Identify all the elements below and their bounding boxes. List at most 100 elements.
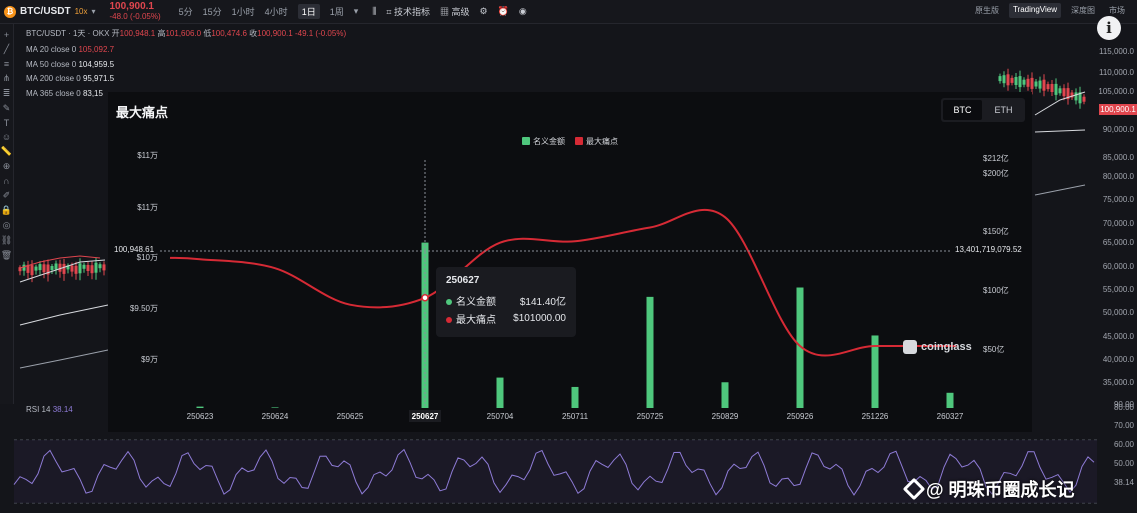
x-tick-label: 260327 [937, 412, 964, 421]
bg-candle [78, 263, 82, 274]
high-value: 101,606.0 [165, 29, 202, 38]
tab-timeframe-1d[interactable]: 1日 [297, 4, 320, 19]
symbol-selector[interactable]: ₿ BTC/USDT 10x ▾ [0, 5, 96, 18]
ma-label: MA 200 close 0 [26, 74, 81, 83]
bg-candle [66, 265, 70, 270]
bg-candle [102, 264, 106, 271]
x-tick-label: 250711 [562, 412, 589, 421]
magnet-icon[interactable]: ∩ [3, 176, 10, 186]
bitcoin-icon: ₿ [4, 5, 16, 18]
price-axis-label: 85,000.0 [1102, 153, 1134, 162]
ruler-icon[interactable]: 📏 [0, 146, 13, 156]
tab-timeframe-5m[interactable]: 5分 [178, 7, 193, 17]
current-price-tag: 100,900.1 [1099, 104, 1137, 115]
tooltip-dot [446, 317, 452, 323]
ma-label: MA 20 close 0 [26, 45, 77, 54]
legend-item-max-pain[interactable]: 最大痛点 [575, 136, 618, 147]
chevron-down-icon[interactable]: ▾ [91, 7, 96, 16]
eye-icon[interactable]: ◎ [2, 220, 11, 230]
crosshair-icon[interactable]: + [3, 30, 10, 40]
bg-candle [1050, 84, 1054, 92]
bar-250829[interactable] [721, 382, 729, 408]
tooltip-row: 最大痛点 $101000.00 [446, 311, 566, 326]
price-change: -48.0 (-0.05%) [109, 11, 161, 21]
rsi-name: RSI 14 [26, 405, 51, 414]
trendline-icon[interactable]: ╱ [3, 44, 10, 54]
brush-icon[interactable]: ✎ [2, 103, 11, 113]
tooltip-series-name: 名义金额 [456, 297, 496, 308]
ma365-line-right [1034, 184, 1086, 196]
candle-type-icon[interactable]: ⫼ [372, 6, 377, 16]
gear-icon[interactable]: ⚙ [479, 6, 488, 16]
view-switcher: 原生版 TradingView 深度图 市场 [971, 3, 1129, 18]
link-icon[interactable]: ⛓ [0, 235, 13, 245]
trash-icon[interactable]: 🗑 [0, 250, 13, 260]
advanced-button[interactable]: ▦ 高级 [440, 5, 470, 18]
high-label: 高 [157, 29, 166, 38]
bar-250624[interactable] [271, 407, 279, 408]
bar-250711[interactable] [571, 386, 579, 408]
bg-candle [18, 267, 22, 272]
chevron-down-icon[interactable]: ▾ [353, 6, 359, 16]
price-axis-label: 105,000.0 [1098, 87, 1134, 96]
tab-market[interactable]: 市场 [1109, 6, 1125, 15]
bg-candle [94, 262, 98, 273]
fib-icon[interactable]: ≣ [2, 88, 11, 98]
tab-timeframe-15m[interactable]: 15分 [202, 7, 222, 17]
pitchfork-icon[interactable]: ⋔ [2, 73, 11, 83]
tab-timeframe-1w[interactable]: 1周 [329, 7, 344, 17]
indicators-button[interactable]: ⌗ 技术指标 [386, 5, 430, 18]
close-label: 收 [249, 29, 258, 38]
lock-draw-icon[interactable]: ✐ [2, 190, 11, 200]
legend-item-notional[interactable]: 名义金额 [522, 136, 565, 147]
tab-tradingview[interactable]: TradingView [1008, 3, 1061, 18]
bg-candle [50, 266, 54, 270]
tooltip-dot [446, 299, 452, 305]
tab-timeframe-1h[interactable]: 1小时 [231, 7, 255, 17]
price-axis-label: 38.14 [1113, 478, 1134, 487]
tab-btc[interactable]: BTC [943, 100, 982, 120]
bg-candle [1066, 88, 1070, 100]
bg-candle [1006, 74, 1010, 86]
chart-symbol-title: BTC/USDT · 1天 · OKX [26, 29, 110, 38]
tab-timeframe-4h[interactable]: 4小时 [264, 7, 288, 17]
ma-value: 95,971.5 [82, 74, 115, 83]
coinglass-wordmark: coinglass [921, 341, 972, 353]
tab-depth-chart[interactable]: 深度图 [1071, 6, 1095, 15]
ma-legend-row: MA 365 close 0 83,15 [26, 87, 114, 102]
bg-candle [58, 263, 62, 272]
crosshair-amount-label: 13,401,719,079.52 [953, 245, 1024, 254]
ma200-line-left [19, 304, 109, 326]
text-icon[interactable]: T [3, 118, 10, 128]
bg-candle [1078, 92, 1082, 104]
zoom-icon[interactable]: ⊕ [2, 161, 11, 171]
leverage-badge: 10x [74, 7, 88, 16]
bg-candle [1062, 88, 1066, 97]
lock-icon[interactable]: 🔒 [0, 205, 13, 215]
bar-260327[interactable] [946, 392, 954, 408]
ma-line-left [19, 255, 101, 269]
emoji-icon[interactable]: ☺ [1, 132, 12, 142]
tab-eth[interactable]: ETH [994, 105, 1013, 115]
bg-candle [1014, 77, 1018, 85]
watermark: @ 明珠币圈成长记 [902, 476, 1075, 502]
bar-250623[interactable] [196, 406, 204, 408]
camera-icon[interactable]: ◉ [518, 6, 527, 16]
alert-icon[interactable]: ⏰ [497, 6, 509, 16]
bar-250926[interactable] [796, 287, 804, 408]
horizontal-lines-icon[interactable]: ≡ [3, 59, 10, 69]
chart-tools: ⫼ ⌗ 技术指标 ▦ 高级 ⚙ ⏰ ◉ [372, 5, 526, 18]
bg-candle [1002, 75, 1006, 84]
info-icon[interactable]: i [1097, 16, 1121, 40]
tab-native-view[interactable]: 原生版 [974, 6, 999, 15]
close-value: 100,900.1 [257, 29, 293, 38]
bg-candle [42, 264, 46, 273]
price-axis-label: 55,000.0 [1102, 285, 1134, 294]
bg-candle [34, 266, 38, 271]
bar-251226[interactable] [871, 335, 879, 408]
price-axis-label: 80.00 [1113, 403, 1134, 412]
bar-250704[interactable] [496, 377, 504, 408]
bar-250725[interactable] [646, 296, 654, 408]
ma-label: MA 365 close 0 [26, 88, 81, 98]
